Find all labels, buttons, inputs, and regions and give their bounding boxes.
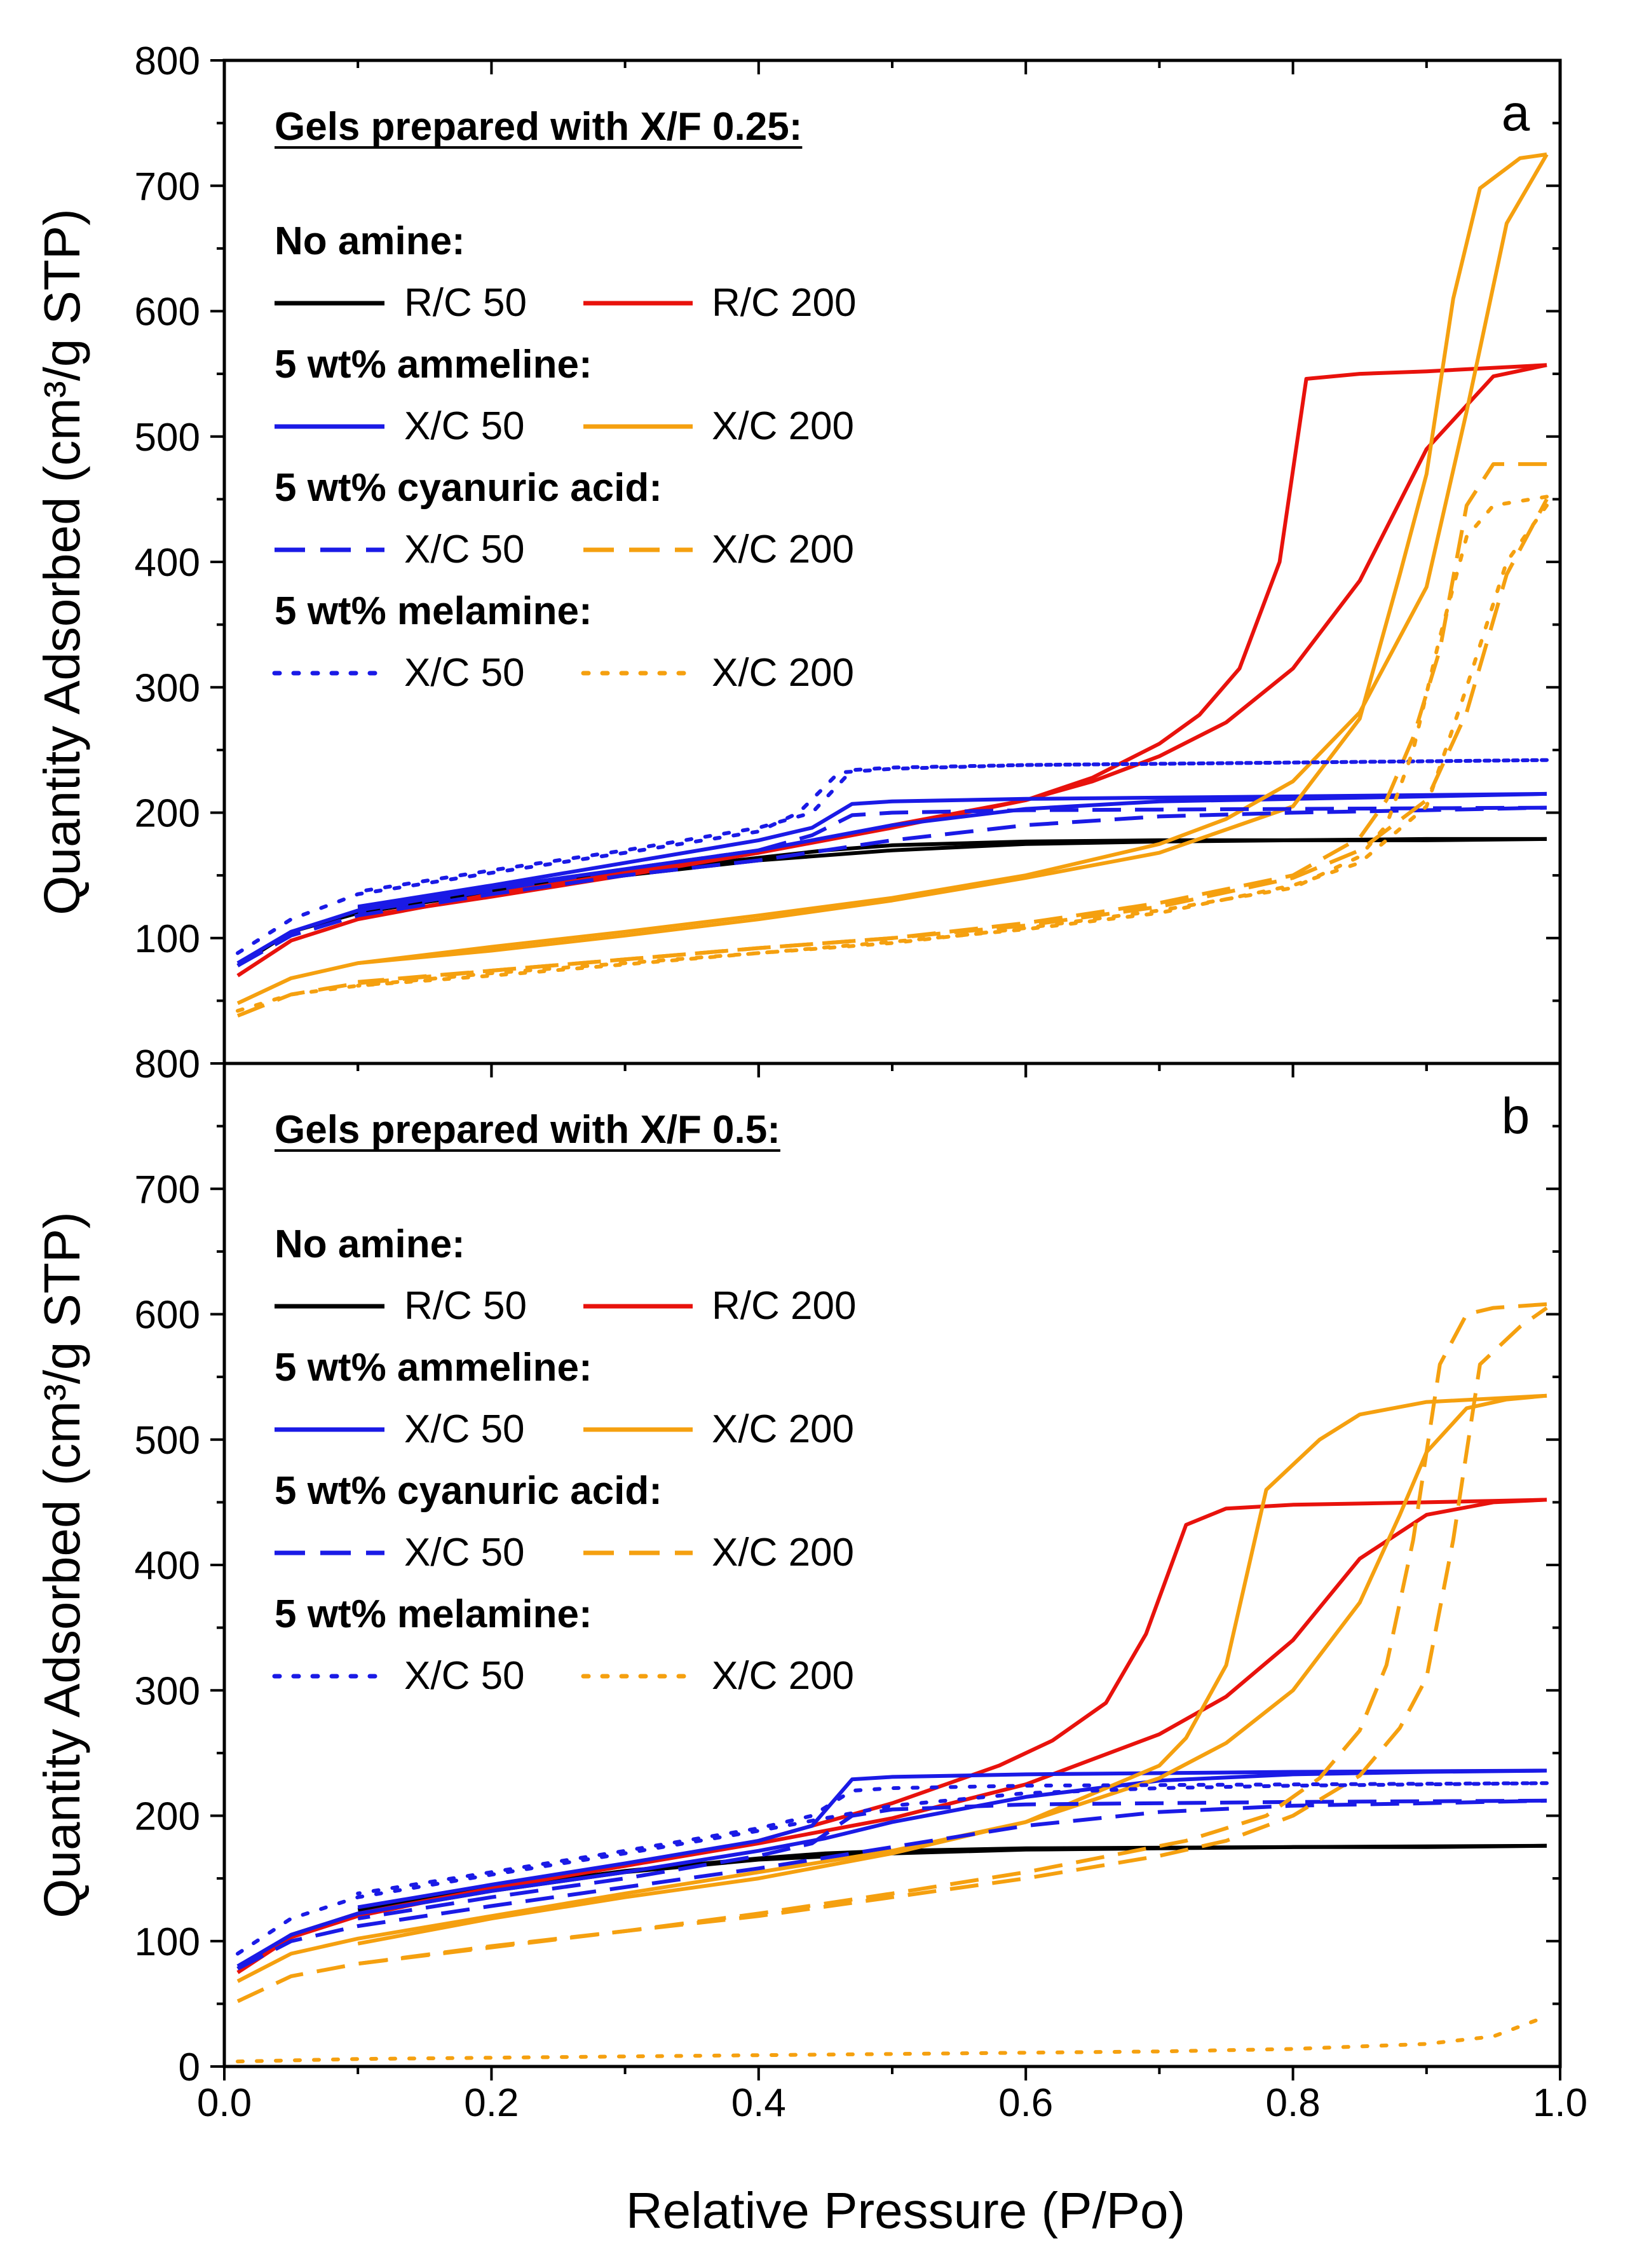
x-tick-label: 0.0 [197, 2081, 252, 2125]
legend-entry-label: X/C 50 [404, 1407, 525, 1451]
y-tick-label: 100 [135, 1920, 200, 1964]
series-line [357, 791, 1547, 909]
series-line [236, 498, 1549, 1018]
legend-heading: 5 wt% cyanuric acid: [275, 1469, 662, 1513]
y-tick-label: 200 [135, 1795, 200, 1839]
series-line [357, 462, 1547, 984]
y-tick-label: 300 [135, 666, 200, 710]
series-line [357, 1498, 1547, 1916]
y-tick-label: 200 [135, 792, 200, 836]
panel-a: 800 100 200 300 400 500 600 700 800 a Gels prepare… [135, 39, 1562, 1086]
legend-entry-label: X/C 200 [712, 528, 854, 571]
legend-entry-label: X/C 50 [404, 1654, 525, 1698]
series-line [357, 152, 1547, 966]
y-tick-label: 100 [135, 917, 200, 961]
panel-b: 0 100 200 300 400 500 600 700 0.0 0.2 0.4 0.6 0.8 1.0… [135, 1062, 1587, 2125]
series-line [357, 1302, 1547, 1966]
series-group-a [236, 152, 1549, 1018]
series-line [236, 1393, 1547, 1983]
y-tick-label: 500 [135, 1419, 200, 1463]
legend-heading: No amine: [275, 1222, 465, 1266]
series-line [356, 1781, 1549, 1896]
y-tick-label: 500 [135, 416, 200, 460]
legend-heading: 5 wt% ammeline: [275, 1346, 592, 1390]
panel-label-a: a [1502, 85, 1530, 141]
legend-entry-label: R/C 200 [712, 1284, 856, 1328]
legend-heading: 5 wt% cyanuric acid: [275, 466, 662, 510]
series-line [357, 805, 1547, 914]
legend-entry-label: X/C 50 [404, 528, 525, 571]
legend-b: Gels prepared with X/F 0.5: No amine: R/C … [272, 1108, 856, 1698]
chart-panels: 800 100 200 300 400 500 600 700 800 a Gels prepare… [135, 39, 1588, 2125]
legend-heading: 5 wt% ammeline: [275, 343, 592, 386]
y-tick-label: 300 [135, 1669, 200, 1713]
y-tick-label: 600 [135, 290, 200, 334]
legend-entry-label: X/C 200 [712, 1407, 854, 1451]
legend-entry-label: R/C 50 [404, 1284, 527, 1328]
legend-a: Gels prepared with X/F 0.25: No amine: R/C… [272, 105, 856, 695]
series-line [236, 758, 1549, 955]
y-tick-label: 700 [135, 1168, 200, 1212]
series-line [356, 495, 1549, 988]
x-tick-label: 0.8 [1265, 2081, 1320, 2125]
series-line [236, 1768, 1547, 1968]
y-tick-label: 800 [135, 1042, 200, 1086]
legend-entry-label: R/C 200 [712, 281, 856, 325]
legend-entry-label: X/C 200 [712, 1531, 854, 1575]
legend-entry-label: X/C 50 [404, 651, 525, 695]
legend-title: Gels prepared with X/F 0.25: [275, 105, 802, 149]
y-tick-label: 600 [135, 1294, 200, 1337]
series-line [357, 363, 1547, 919]
series-line [236, 805, 1547, 967]
legend-entry-label: X/C 200 [712, 651, 854, 695]
y-tick-label: 0 [179, 2046, 200, 2089]
x-tick-label: 1.0 [1533, 2081, 1587, 2125]
legend-entry-label: X/C 50 [404, 404, 525, 448]
x-tick-label: 0.4 [731, 2081, 786, 2125]
legend-title: Gels prepared with X/F 0.5: [275, 1108, 780, 1152]
series-line [357, 1768, 1547, 1909]
series-line [236, 1798, 1547, 1971]
series-line [236, 503, 1549, 1013]
panel-label-b: b [1502, 1088, 1530, 1144]
series-line [236, 1781, 1549, 1956]
y-axis-label-panel-a: Quantity Adsorbed (cm³/g STP) [34, 208, 90, 915]
series-line [236, 2014, 1549, 2064]
series-line [357, 1393, 1547, 1946]
legend-heading: 5 wt% melamine: [275, 1592, 592, 1636]
x-tick-label: 0.2 [464, 2081, 519, 2125]
legend-entry-label: X/C 200 [712, 1654, 854, 1698]
y-tick-label: 400 [135, 1544, 200, 1588]
y-axis-label-panel-b: Quantity Adsorbed (cm³/g STP) [34, 1212, 90, 1918]
legend-entry-label: X/C 200 [712, 404, 854, 448]
legend-heading: 5 wt% melamine: [275, 589, 592, 633]
legend-entry-label: X/C 50 [404, 1531, 525, 1575]
series-group-b [236, 1302, 1549, 2064]
x-axis-label: Relative Pressure (P/Po) [626, 2182, 1185, 2239]
y-tick-label: 700 [135, 165, 200, 208]
legend-heading: No amine: [275, 219, 465, 263]
x-tick-label: 0.6 [998, 2081, 1053, 2125]
series-line [357, 1798, 1547, 1921]
y-tick-label: 400 [135, 541, 200, 585]
y-tick-label: 800 [135, 39, 200, 83]
legend-entry-label: R/C 50 [404, 281, 527, 325]
series-line [356, 758, 1549, 894]
